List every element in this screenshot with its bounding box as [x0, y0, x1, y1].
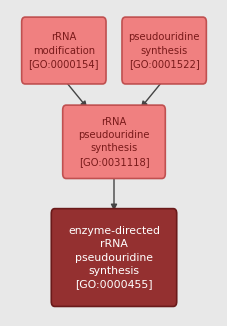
Text: enzyme-directed
rRNA
pseudouridine
synthesis
[GO:0000455]: enzyme-directed rRNA pseudouridine synth…: [68, 226, 159, 289]
Text: rRNA
modification
[GO:0000154]: rRNA modification [GO:0000154]: [28, 32, 99, 69]
Text: pseudouridine
synthesis
[GO:0001522]: pseudouridine synthesis [GO:0001522]: [128, 32, 199, 69]
FancyBboxPatch shape: [22, 17, 106, 84]
FancyBboxPatch shape: [51, 209, 176, 306]
FancyBboxPatch shape: [62, 105, 165, 179]
Text: rRNA
pseudouridine
synthesis
[GO:0031118]: rRNA pseudouridine synthesis [GO:0031118…: [78, 117, 149, 167]
FancyBboxPatch shape: [121, 17, 205, 84]
